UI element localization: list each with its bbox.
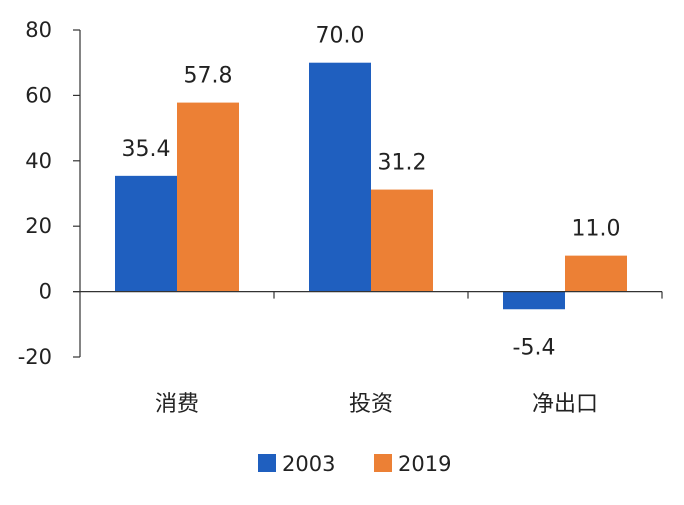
- y-tick-label: 40: [25, 149, 52, 173]
- bar-2019: [177, 102, 239, 292]
- category-label: 投资: [349, 392, 393, 417]
- data-label: -5.4: [513, 335, 556, 360]
- category-label: 净出口: [532, 392, 598, 417]
- bar-2019: [565, 255, 627, 292]
- data-label: 35.4: [122, 137, 171, 162]
- y-tick-label: 60: [25, 83, 52, 107]
- data-label: 57.8: [184, 64, 233, 89]
- data-label: 70.0: [316, 24, 365, 49]
- legend-label: 2003: [282, 452, 335, 476]
- bar-2003: [309, 62, 371, 292]
- data-label: 11.0: [572, 217, 621, 242]
- y-tick-label: 20: [25, 214, 52, 238]
- y-tick-label: 0: [39, 280, 52, 304]
- bar-2003: [115, 175, 177, 292]
- legend-swatch-2003: [258, 454, 276, 472]
- legend-swatch-2019: [374, 454, 392, 472]
- bar-2019: [371, 189, 433, 292]
- bar-2003: [503, 291, 565, 310]
- legend-label: 2019: [398, 452, 451, 476]
- data-label: 31.2: [378, 151, 427, 176]
- category-label: 消费: [155, 392, 199, 417]
- y-tick-label: 80: [25, 18, 52, 42]
- y-tick-label: -20: [18, 345, 52, 369]
